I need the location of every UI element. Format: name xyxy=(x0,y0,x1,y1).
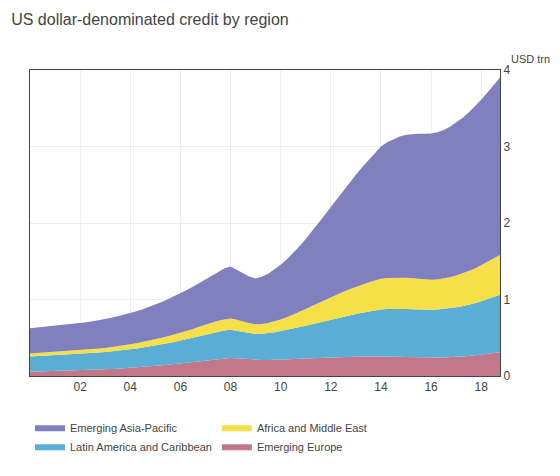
svg-text:12: 12 xyxy=(324,380,338,394)
svg-text:06: 06 xyxy=(174,380,188,394)
svg-text:10: 10 xyxy=(274,380,288,394)
svg-text:04: 04 xyxy=(124,380,138,394)
svg-text:4: 4 xyxy=(503,63,510,77)
svg-text:US dollar-denominated credit b: US dollar-denominated credit by region xyxy=(11,11,288,28)
svg-text:16: 16 xyxy=(424,380,438,394)
svg-text:0: 0 xyxy=(503,369,510,383)
svg-text:Emerging Asia-Pacific: Emerging Asia-Pacific xyxy=(70,422,177,434)
svg-text:2: 2 xyxy=(503,216,510,230)
svg-text:Latin America and Caribbean: Latin America and Caribbean xyxy=(70,441,212,453)
svg-text:08: 08 xyxy=(224,380,238,394)
svg-text:3: 3 xyxy=(503,140,510,154)
svg-text:02: 02 xyxy=(73,380,87,394)
svg-text:Emerging Europe: Emerging Europe xyxy=(257,441,343,453)
svg-text:Africa and Middle East: Africa and Middle East xyxy=(257,422,367,434)
svg-text:14: 14 xyxy=(374,380,388,394)
svg-text:USD trn: USD trn xyxy=(511,53,550,65)
svg-text:1: 1 xyxy=(503,293,510,307)
svg-text:18: 18 xyxy=(475,380,489,394)
